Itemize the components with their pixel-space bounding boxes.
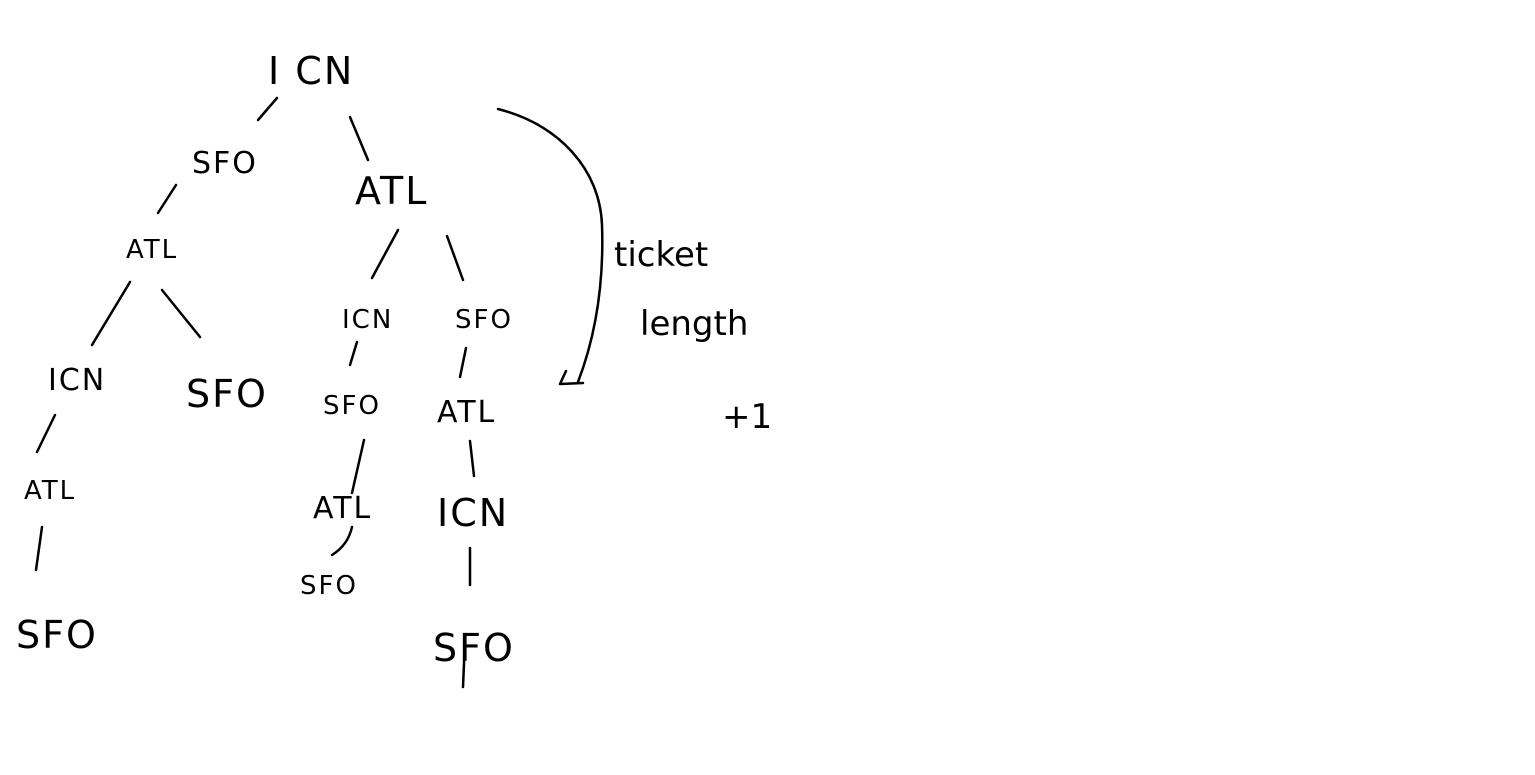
- tree-node: ATL: [437, 395, 496, 430]
- tree-node: ATL: [313, 491, 372, 526]
- edge-sfo-atl: [156, 183, 178, 215]
- tree-edges: [34, 96, 476, 689]
- edge-icn-atl-left: [35, 413, 57, 454]
- edge-atl-sfo-bottom-left: [34, 525, 44, 572]
- edge-atl-icn-left: [90, 280, 132, 347]
- edge-atl-sfo-left: [160, 288, 202, 339]
- edge-root-sfo: [256, 96, 279, 122]
- annotation-line-2: length: [640, 304, 748, 344]
- edge-atl-sfo-lower: [330, 525, 354, 557]
- edge-sfo-atl-lower: [350, 438, 366, 495]
- annotation-line-3: +1: [722, 397, 772, 437]
- tree-node: ATL: [355, 169, 428, 213]
- edge-icn-sfo-mid: [348, 340, 359, 367]
- tree-node-root: I CN: [268, 49, 354, 93]
- arrow-head-icon: [558, 369, 585, 386]
- tree-node: SFO: [192, 146, 258, 181]
- tree-node: ATL: [126, 235, 178, 265]
- tree-node: SFO: [300, 571, 358, 601]
- bracket-curve: [496, 107, 604, 384]
- tree-node: SFO: [186, 372, 268, 416]
- edge-atl-icn-mid: [370, 228, 400, 280]
- edge-root-atl: [348, 115, 370, 162]
- tree-node: SFO: [433, 626, 515, 670]
- edge-sfo-tail: [461, 638, 467, 689]
- depth-bracket-arrow: [496, 107, 604, 386]
- tree-nodes: I CN SFO ATL ATL ICN SFO ICN SFO SFO ATL…: [16, 49, 515, 670]
- tree-node: ICN: [342, 305, 393, 335]
- tree-node: ICN: [437, 491, 509, 535]
- annotation: ticket length +1: [614, 235, 772, 437]
- edge-atl-sfo-mid: [445, 234, 465, 282]
- edge-sfo-atl-mid: [458, 346, 468, 379]
- tree-node: ATL: [24, 476, 76, 506]
- tree-node: SFO: [16, 613, 98, 657]
- tree-node: SFO: [323, 391, 381, 421]
- tree-node: SFO: [455, 305, 513, 335]
- tree-node: ICN: [48, 363, 106, 398]
- edge-atl-icn-lower: [468, 439, 476, 478]
- annotation-line-1: ticket: [614, 235, 708, 275]
